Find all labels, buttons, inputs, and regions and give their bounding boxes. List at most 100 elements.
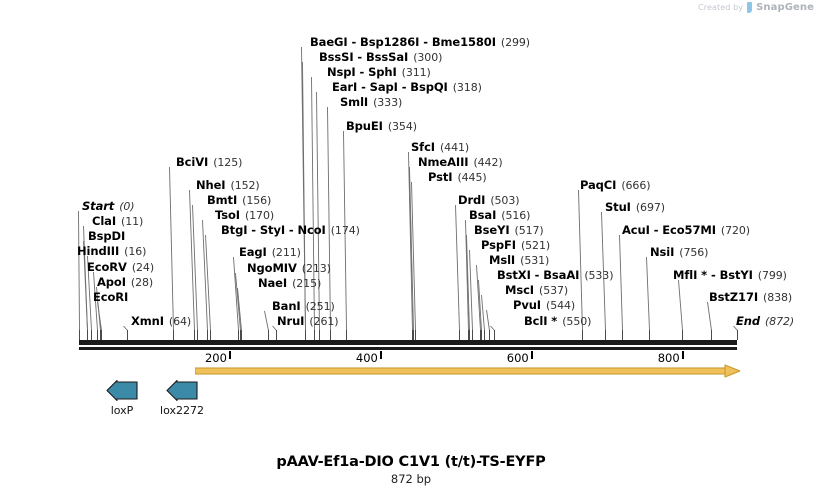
- enzyme-name-separator: -: [347, 35, 361, 49]
- snapgene-watermark: Created by SnapGene: [698, 2, 814, 13]
- enzyme-label-bseYI[interactable]: BseYI (517): [474, 224, 544, 237]
- enzyme-label-bssSI[interactable]: BssSI - BssSaI (300): [319, 51, 442, 64]
- enzyme-name-separator: -: [649, 223, 663, 237]
- enzyme-label-bmtI[interactable]: BmtI (156): [207, 194, 271, 207]
- enzyme-leader-line: [169, 166, 174, 331]
- enzyme-label-pspFI[interactable]: PspFI (521): [481, 239, 550, 252]
- enzyme-leader-line: [619, 234, 623, 331]
- enzyme-position: (152): [230, 179, 260, 192]
- axis-tick-label: 400: [355, 351, 378, 365]
- enzyme-label-acuI[interactable]: AcuI - Eco57MI (720): [622, 224, 750, 237]
- enzyme-label-mflI[interactable]: MflI * - BstYI (799): [673, 269, 787, 282]
- enzyme-label-bpuEI[interactable]: BpuEI (354): [346, 120, 417, 133]
- enzyme-name: BanI: [272, 299, 301, 313]
- enzyme-label-btgI[interactable]: BtgI - StyI - NcoI (174): [221, 224, 360, 237]
- enzyme-label-stuI[interactable]: StuI (697): [605, 201, 665, 214]
- enzyme-label-naeI[interactable]: NaeI (215): [258, 277, 321, 290]
- enzyme-name: ClaI: [92, 214, 117, 228]
- enzyme-label-paqCI[interactable]: PaqCI (666): [580, 179, 651, 192]
- enzyme-label-bciVI[interactable]: BciVI (125): [176, 156, 242, 169]
- enzyme-leader-line: [316, 91, 320, 331]
- enzyme-name: Bme1580I: [431, 35, 496, 49]
- enzyme-label-drdI[interactable]: DrdI (503): [458, 194, 520, 207]
- enzyme-label-nheI[interactable]: NheI (152): [196, 179, 260, 192]
- enzyme-name: MflI *: [673, 268, 708, 282]
- enzyme-name-separator: -: [285, 223, 298, 237]
- enzyme-leader-line: [476, 264, 481, 331]
- enzyme-leader-line: [481, 294, 485, 331]
- enzyme-leader-line: [486, 309, 490, 331]
- enzyme-name: NmeAIII: [418, 155, 469, 169]
- enzyme-position: (11): [121, 215, 144, 228]
- enzyme-label-earI[interactable]: EarI - SapI - BspQI (318): [332, 81, 482, 94]
- enzyme-name: SphI: [368, 65, 397, 79]
- enzyme-name-separator: -: [530, 268, 544, 282]
- enzyme-label-banI[interactable]: BanI (251): [272, 300, 335, 313]
- orf-direction-arrow: [195, 364, 740, 378]
- enzyme-name: ApoI: [97, 275, 126, 289]
- enzyme-label-nmeAIII[interactable]: NmeAIII (442): [418, 156, 503, 169]
- enzyme-name: SfcI: [411, 140, 435, 154]
- enzyme-label-sfcI[interactable]: SfcI (441): [411, 141, 469, 154]
- enzyme-leader-line: [272, 325, 277, 331]
- enzyme-label-smlI[interactable]: SmlI (333): [340, 96, 402, 109]
- enzyme-leader-line: [78, 210, 80, 331]
- enzyme-label-ecoRI[interactable]: EcoRI: [93, 291, 128, 303]
- enzyme-name-separator: -: [707, 268, 720, 282]
- enzyme-name-separator: -: [355, 65, 369, 79]
- enzyme-label-eagI[interactable]: EagI (211): [239, 246, 301, 259]
- enzyme-name: NspI: [327, 65, 356, 79]
- enzyme-label-bstZ17I[interactable]: BstZ17I (838): [709, 291, 792, 304]
- enzyme-position: (666): [621, 179, 651, 192]
- enzyme-label-claI[interactable]: ClaI (11): [92, 215, 143, 228]
- enzyme-label-bstXI[interactable]: BstXI - BsaAI (533): [497, 268, 614, 282]
- enzyme-leader-line: [478, 279, 482, 331]
- enzyme-label-nruI[interactable]: NruI (261): [277, 315, 339, 328]
- enzyme-position: (544): [546, 299, 576, 312]
- enzyme-label-ngoMIV[interactable]: NgoMIV (213): [247, 262, 331, 275]
- enzyme-label-tsoI[interactable]: TsoI (170): [215, 209, 274, 222]
- enzyme-name: NsiI: [650, 245, 675, 259]
- enzyme-position: (838): [763, 291, 793, 304]
- enzyme-name: StyI: [259, 223, 286, 237]
- enzyme-label-pstI[interactable]: PstI (445): [428, 171, 487, 184]
- enzyme-label-ecoRV[interactable]: EcoRV (24): [87, 261, 154, 274]
- enzyme-label-apoI[interactable]: ApoI (28): [97, 276, 153, 289]
- enzyme-name: BssSI: [319, 50, 354, 64]
- enzyme-name: Bsp1286I: [360, 35, 420, 49]
- enzyme-label-baeGI[interactable]: BaeGI - Bsp1286I - Bme1580I (299): [310, 36, 530, 49]
- enzyme-name: End: [736, 314, 760, 328]
- feature-label-lox2272: lox2272: [160, 404, 204, 417]
- enzyme-leader-line: [411, 181, 416, 331]
- enzyme-label-xmnI[interactable]: XmnI (64): [131, 315, 191, 328]
- enzyme-label-bclI[interactable]: BclI * (550): [524, 315, 591, 328]
- enzyme-name: HindIII: [77, 244, 120, 258]
- enzyme-name: BtgI: [221, 223, 248, 237]
- enzyme-name: SapI: [369, 80, 398, 94]
- enzyme-name: Start: [82, 199, 115, 213]
- enzyme-label-hindIII[interactable]: HindIII (16): [77, 245, 146, 258]
- enzyme-position: (550): [562, 315, 592, 328]
- enzyme-label-mslI[interactable]: MslI (531): [489, 254, 549, 267]
- enzyme-label-bspDI[interactable]: BspDI: [88, 230, 125, 242]
- enzyme-name: TsoI: [215, 208, 240, 222]
- enzyme-leader-line: [123, 325, 128, 331]
- enzyme-label-end[interactable]: End (872): [736, 315, 794, 328]
- axis-tick-mark: [681, 351, 684, 359]
- enzyme-label-nspI[interactable]: NspI - SphI (311): [327, 66, 431, 79]
- feature-loxp[interactable]: [106, 380, 138, 401]
- enzyme-name: MscI: [505, 283, 534, 297]
- axis-tick-mark: [228, 351, 231, 359]
- enzyme-name: XmnI: [131, 314, 164, 328]
- axis-tick-label: 800: [657, 351, 680, 365]
- enzyme-label-nsiI[interactable]: NsiI (756): [650, 246, 708, 259]
- enzyme-position: (0): [119, 200, 135, 213]
- feature-lox2272[interactable]: [166, 380, 198, 401]
- enzyme-name: BclI *: [524, 314, 558, 328]
- enzyme-label-pvuI[interactable]: PvuI (544): [513, 299, 575, 312]
- enzyme-position: (354): [387, 120, 417, 133]
- enzyme-label-bsaI[interactable]: BsaI (516): [469, 209, 530, 222]
- enzyme-label-mscI[interactable]: MscI (537): [505, 284, 568, 297]
- enzyme-label-start[interactable]: Start (0): [82, 200, 135, 213]
